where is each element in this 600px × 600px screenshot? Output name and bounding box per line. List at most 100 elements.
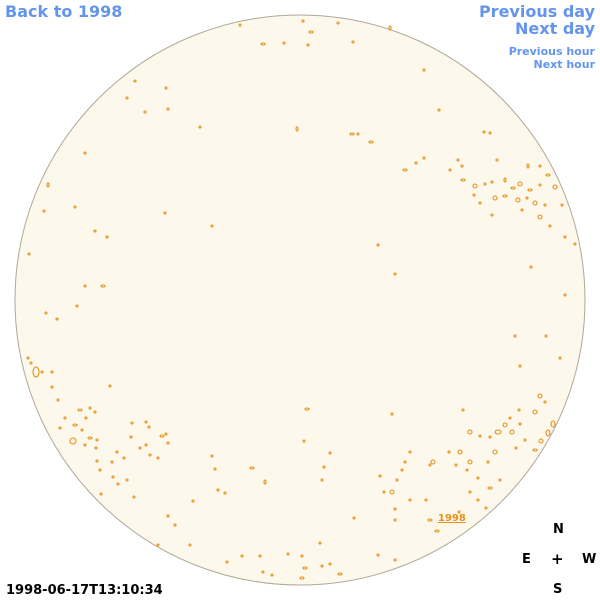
contour-blob <box>376 553 380 557</box>
contour-blob <box>467 429 473 435</box>
contour-blob <box>393 558 397 562</box>
contour-blob <box>402 168 408 172</box>
contour-blob <box>302 566 308 570</box>
contour-blob <box>552 184 558 190</box>
contour-blob <box>427 518 433 522</box>
active-region-contours <box>26 19 577 580</box>
contour-blob <box>468 490 472 494</box>
contour-blob <box>132 495 136 499</box>
contour-blob <box>164 86 168 90</box>
contour-blob <box>538 183 542 187</box>
contour-blob <box>517 181 523 187</box>
contour-blob <box>125 478 129 482</box>
contour-blob <box>87 436 93 440</box>
contour-blob <box>300 554 304 558</box>
contour-blob <box>509 429 515 435</box>
contour-blob <box>40 370 44 374</box>
contour-blob <box>83 151 87 155</box>
contour-blob <box>545 429 551 437</box>
contour-blob <box>414 161 418 165</box>
contour-blob <box>143 110 147 114</box>
contour-blob <box>395 478 399 482</box>
contour-blob <box>99 492 103 496</box>
contour-blob <box>328 562 332 566</box>
contour-blob <box>270 573 274 577</box>
contour-blob <box>515 197 521 203</box>
contour-blob <box>63 416 67 420</box>
contour-blob <box>548 224 552 228</box>
contour-blob <box>166 441 170 445</box>
contour-blob <box>494 429 502 435</box>
contour-blob <box>95 459 99 463</box>
contour-blob <box>72 423 78 427</box>
contour-blob <box>83 443 87 447</box>
contour-blob <box>27 252 31 256</box>
contour-blob <box>304 407 310 411</box>
contour-blob <box>173 523 177 527</box>
contour-blob <box>388 25 392 31</box>
contour-blob <box>122 456 126 460</box>
contour-blob <box>422 68 426 72</box>
contour-blob <box>523 438 527 442</box>
contour-blob <box>514 446 518 450</box>
contour-blob <box>80 428 84 432</box>
contour-blob <box>351 40 355 44</box>
contour-blob <box>510 186 516 190</box>
contour-blob <box>260 42 266 46</box>
contour-blob <box>130 421 134 425</box>
contour-blob <box>563 235 567 239</box>
contour-blob <box>532 448 538 452</box>
contour-blob <box>518 364 522 368</box>
contour-blob <box>461 408 465 412</box>
year-link[interactable]: 1998 <box>438 513 466 524</box>
contour-blob <box>44 311 48 315</box>
contour-blob <box>502 194 508 198</box>
contour-blob <box>282 41 286 45</box>
previous-day-link[interactable]: Previous day <box>478 2 595 21</box>
contour-blob <box>476 498 480 502</box>
contour-blob <box>389 489 395 495</box>
contour-blob <box>56 398 60 402</box>
contour-blob <box>216 488 220 492</box>
contour-blob <box>492 449 498 455</box>
contour-blob <box>95 438 99 442</box>
contour-blob <box>111 475 115 479</box>
contour-blob <box>352 516 356 520</box>
contour-blob <box>320 478 324 482</box>
contour-blob <box>434 529 440 533</box>
contour-blob <box>390 412 394 416</box>
contour-blob <box>478 434 482 438</box>
contour-blob <box>144 420 148 424</box>
contour-blob <box>503 177 507 183</box>
contour-blob <box>558 356 562 360</box>
previous-hour-link[interactable]: Previous hour <box>508 45 595 58</box>
contour-blob <box>188 543 192 547</box>
contour-blob <box>424 498 428 502</box>
contour-blob <box>457 449 463 455</box>
contour-blob <box>460 164 464 168</box>
contour-blob <box>508 416 512 420</box>
contour-blob <box>393 518 397 522</box>
contour-blob <box>490 213 494 217</box>
contour-blob <box>46 182 50 188</box>
contour-blob <box>488 131 492 135</box>
contour-blob <box>472 183 478 189</box>
contour-blob <box>88 406 92 410</box>
contour-blob <box>560 203 564 207</box>
contour-blob <box>573 242 577 246</box>
compass-west: W <box>582 552 597 567</box>
next-hour-link[interactable]: Next hour <box>533 58 596 71</box>
contour-blob <box>517 408 521 412</box>
contour-blob <box>482 130 486 134</box>
back-to-year-link[interactable]: Back to 1998 <box>5 2 123 21</box>
contour-blob <box>532 200 538 206</box>
contour-blob <box>29 361 33 365</box>
next-day-link[interactable]: Next day <box>515 19 595 38</box>
contour-blob <box>498 478 502 482</box>
contour-blob <box>115 450 119 454</box>
contour-blob <box>73 205 77 209</box>
contour-blob <box>125 96 129 100</box>
contour-blob <box>538 438 544 444</box>
contour-blob <box>191 499 195 503</box>
contour-blob <box>50 385 54 389</box>
